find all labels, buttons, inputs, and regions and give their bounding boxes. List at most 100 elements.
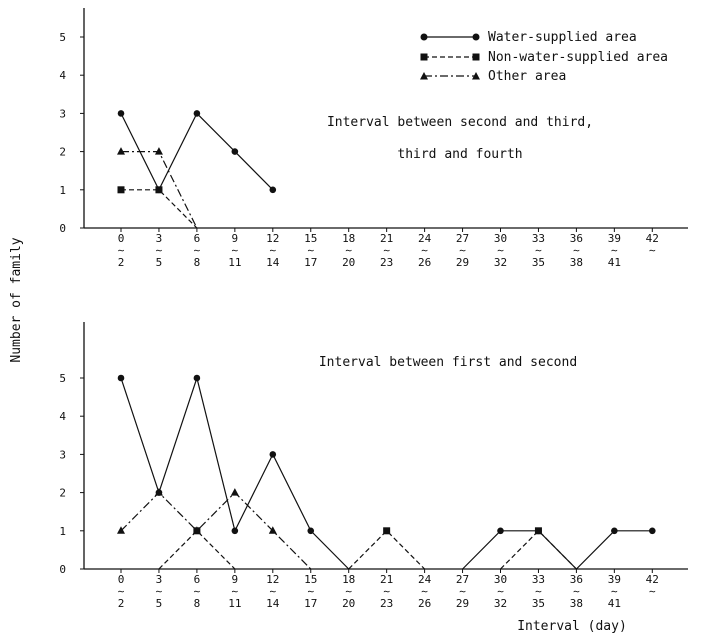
x-tick-label-end: 14 bbox=[266, 597, 280, 610]
x-tick-label-end: 8 bbox=[194, 256, 201, 269]
y-tick-label: 1 bbox=[59, 525, 66, 538]
point-marker bbox=[230, 488, 239, 496]
x-tick-label-start: 3 bbox=[156, 573, 163, 586]
x-tick-label-end: 41 bbox=[608, 256, 621, 269]
x-tick-label-start: 33 bbox=[532, 232, 545, 245]
top-panel: 0123450∼23∼56∼89∼1112∼1415∼1718∼2021∼232… bbox=[59, 8, 688, 269]
legend-marker-circle bbox=[420, 33, 428, 41]
x-tick-label-start: 42 bbox=[646, 573, 659, 586]
x-tick-label-separator: ∼ bbox=[497, 585, 504, 598]
x-tick-label-separator: ∼ bbox=[232, 244, 239, 257]
point-marker bbox=[117, 526, 125, 534]
x-tick-label-separator: ∼ bbox=[649, 585, 656, 598]
point-marker bbox=[117, 186, 125, 194]
y-tick-label: 2 bbox=[59, 487, 66, 500]
x-tick-label-separator: ∼ bbox=[118, 585, 125, 598]
y-tick-label: 3 bbox=[59, 448, 66, 461]
x-tick-label-separator: ∼ bbox=[383, 585, 390, 598]
y-tick-label: 3 bbox=[59, 107, 66, 120]
point-marker bbox=[534, 527, 542, 535]
legend: Water-supplied area Non-water-supplied a… bbox=[420, 30, 668, 84]
point-marker bbox=[269, 451, 277, 458]
x-tick-label-separator: ∼ bbox=[269, 585, 276, 598]
x-tick-label-end: 26 bbox=[418, 256, 431, 269]
series-line bbox=[121, 189, 198, 229]
panel-annotation: Interval between first and second bbox=[319, 355, 577, 370]
x-tick-label-start: 0 bbox=[118, 573, 125, 586]
bottom-panel: 0123450∼23∼56∼89∼1112∼1415∼1718∼2021∼232… bbox=[59, 322, 688, 610]
x-tick-label-end: 5 bbox=[156, 256, 163, 269]
legend-marker-square bbox=[420, 53, 428, 61]
x-tick-label-separator: ∼ bbox=[421, 244, 428, 257]
x-tick-label-end: 20 bbox=[342, 256, 355, 269]
x-tick-label-separator: ∼ bbox=[194, 244, 201, 257]
x-tick-label-start: 24 bbox=[418, 573, 432, 586]
x-tick-label-end: 29 bbox=[456, 597, 469, 610]
x-axis-label: Interval (day) bbox=[517, 619, 627, 634]
x-tick-label-start: 9 bbox=[232, 232, 239, 245]
point-marker bbox=[649, 527, 656, 535]
x-tick-label-start: 18 bbox=[342, 232, 355, 245]
x-tick-label-separator: ∼ bbox=[307, 585, 314, 598]
x-tick-label-end: 2 bbox=[118, 256, 125, 269]
series-2 bbox=[117, 488, 312, 570]
x-tick-label-start: 12 bbox=[266, 232, 279, 245]
point-marker bbox=[611, 527, 618, 535]
y-tick-label: 4 bbox=[59, 410, 66, 423]
point-marker bbox=[117, 147, 125, 155]
x-tick-label-end: 26 bbox=[418, 597, 431, 610]
point-marker bbox=[497, 527, 504, 535]
x-tick-label-start: 18 bbox=[342, 573, 355, 586]
x-tick-label-end: 8 bbox=[194, 597, 201, 610]
legend-entry-non-water-supplied: Non-water-supplied area bbox=[488, 50, 668, 65]
x-tick-label-separator: ∼ bbox=[535, 585, 542, 598]
point-marker bbox=[117, 374, 125, 382]
x-tick-label-start: 6 bbox=[194, 573, 201, 586]
x-tick-label-separator: ∼ bbox=[383, 244, 390, 257]
x-tick-label-separator: ∼ bbox=[156, 585, 163, 598]
y-axis-label: Number of family bbox=[9, 237, 24, 362]
x-tick-label-start: 15 bbox=[304, 232, 317, 245]
x-tick-label-separator: ∼ bbox=[421, 585, 428, 598]
x-tick-label-start: 21 bbox=[380, 232, 393, 245]
series-line bbox=[120, 375, 350, 570]
legend-entry-other: Other area bbox=[488, 69, 566, 84]
x-tick-label-start: 30 bbox=[494, 232, 507, 245]
x-tick-label-end: 35 bbox=[532, 597, 545, 610]
x-tick-label-separator: ∼ bbox=[649, 244, 656, 257]
x-tick-label-end: 5 bbox=[156, 597, 163, 610]
x-tick-label-separator: ∼ bbox=[156, 244, 163, 257]
x-tick-label-separator: ∼ bbox=[307, 244, 314, 257]
x-tick-label-end: 38 bbox=[570, 597, 583, 610]
x-tick-label-start: 6 bbox=[194, 232, 201, 245]
point-marker bbox=[155, 186, 163, 194]
x-tick-label-separator: ∼ bbox=[269, 244, 276, 257]
series-2 bbox=[117, 147, 198, 229]
x-tick-label-separator: ∼ bbox=[535, 244, 542, 257]
x-tick-label-start: 27 bbox=[456, 232, 469, 245]
point-marker bbox=[231, 527, 239, 535]
point-marker bbox=[117, 110, 125, 117]
legend-marker-triangle bbox=[420, 72, 428, 80]
point-marker bbox=[307, 527, 315, 535]
x-tick-label-end: 41 bbox=[608, 597, 621, 610]
x-tick-label-start: 0 bbox=[118, 232, 125, 245]
y-tick-label: 0 bbox=[59, 563, 66, 576]
legend-entry-water-supplied: Water-supplied area bbox=[488, 30, 637, 45]
x-tick-label-separator: ∼ bbox=[345, 244, 352, 257]
x-tick-label-end: 38 bbox=[570, 256, 583, 269]
x-tick-label-start: 24 bbox=[418, 232, 432, 245]
panel-annotation: Interval between second and third, bbox=[327, 115, 593, 130]
y-tick-label: 2 bbox=[59, 146, 66, 159]
point-marker bbox=[231, 148, 239, 155]
x-tick-label-separator: ∼ bbox=[497, 244, 504, 257]
point-marker bbox=[268, 526, 277, 534]
x-tick-label-end: 32 bbox=[494, 597, 507, 610]
series-line bbox=[158, 529, 236, 570]
x-tick-label-start: 12 bbox=[266, 573, 279, 586]
x-tick-label-start: 30 bbox=[494, 573, 507, 586]
point-marker bbox=[193, 110, 201, 117]
y-tick-label: 5 bbox=[59, 31, 66, 44]
series-line bbox=[120, 491, 312, 570]
x-tick-label-end: 23 bbox=[380, 597, 393, 610]
